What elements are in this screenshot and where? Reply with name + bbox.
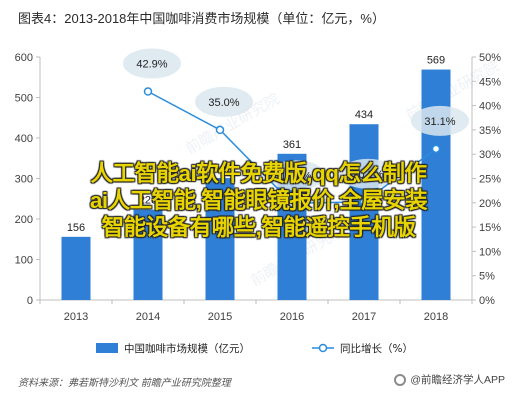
chart-title: 图表4：2013-2018年中国咖啡消费市场规模（单位：亿元，%）	[18, 11, 385, 26]
left-tick-label: 300	[15, 174, 33, 186]
left-tick-label: 600	[15, 52, 33, 64]
growth-point-2016	[287, 199, 297, 208]
label-bubble	[339, 158, 397, 189]
x-tick-label: 2016	[280, 311, 304, 323]
left-tick-label: 100	[15, 255, 33, 267]
x-tick-label: 2014	[136, 311, 160, 323]
growth-point-2018	[431, 144, 441, 154]
right-tick-label: 30%	[479, 149, 501, 161]
label-bubble	[123, 48, 181, 79]
legend-label-line: 同比增长（%）	[340, 342, 413, 355]
bar-value-label: 569	[427, 55, 445, 67]
growth-point-2015	[215, 125, 225, 135]
left-tick-label: 200	[15, 214, 33, 226]
label-bubble	[195, 86, 253, 117]
right-tick-label: 10%	[479, 246, 501, 258]
overlay-line: ai人工智能,智能眼镜报价,全屋安装	[89, 188, 428, 213]
growth-value-label: 19.9%	[280, 170, 311, 182]
right-tick-label: 35%	[479, 125, 501, 137]
bar-value-label: 434	[355, 109, 373, 121]
growth-value-label: 31.1%	[424, 116, 455, 128]
source-note: 资料来源：弗若斯特沙利文 前瞻产业研究院整理	[18, 378, 231, 389]
growth-value-label: 35.0%	[208, 97, 239, 109]
right-tick-label: 5%	[479, 271, 495, 283]
x-tick-label: 2013	[64, 311, 88, 323]
bar-2013	[61, 236, 91, 300]
bar-value-label: 223	[139, 195, 157, 207]
growth-point-2017	[359, 197, 369, 207]
overlay-line: 人工智能ai软件免费版,qq怎么制作	[90, 161, 427, 186]
x-tick-label: 2018	[424, 311, 448, 323]
right-tick-label: 0%	[479, 295, 495, 307]
x-tick-label: 2017	[352, 311, 376, 323]
overlay-text: 人工智能ai软件免费版,qq怎么制作 ai人工智能,智能眼镜报价,全屋安装 智能…	[0, 160, 517, 241]
growth-value-label: 20.2%	[352, 169, 383, 181]
right-tick-label: 20%	[479, 198, 501, 210]
bar-value-label: 156	[67, 222, 85, 234]
brand-logo-icon	[394, 373, 407, 386]
right-tick-label: 45%	[479, 76, 501, 88]
label-bubble	[411, 105, 469, 136]
overlay-line: 智能设备有哪些,智能遥控手机版	[101, 215, 416, 240]
right-tick-label: 50%	[479, 52, 501, 64]
legend-swatch-marker	[318, 343, 328, 353]
legend-label-bar: 中国咖啡市场规模（亿元）	[124, 342, 250, 355]
left-tick-label: 0	[27, 295, 33, 307]
bar-2015	[205, 178, 235, 300]
brand: @前瞻经济学人APP	[394, 372, 505, 387]
legend-swatch-bar	[96, 343, 118, 353]
bar-2017	[349, 124, 379, 300]
growth-value-label: 42.9%	[136, 59, 167, 71]
left-tick-label: 500	[15, 93, 33, 105]
right-tick-label: 25%	[479, 174, 501, 186]
brand-label: @前瞻经济学人APP	[410, 374, 505, 386]
x-tick-label: 2015	[208, 311, 232, 323]
growth-point-2014	[143, 87, 153, 96]
label-bubble	[267, 160, 325, 191]
right-tick-label: 40%	[479, 101, 501, 113]
right-tick-label: 15%	[479, 222, 501, 234]
left-tick-label: 400	[15, 133, 33, 145]
bar-2014	[133, 209, 163, 300]
bar-value-label: 361	[283, 139, 301, 151]
